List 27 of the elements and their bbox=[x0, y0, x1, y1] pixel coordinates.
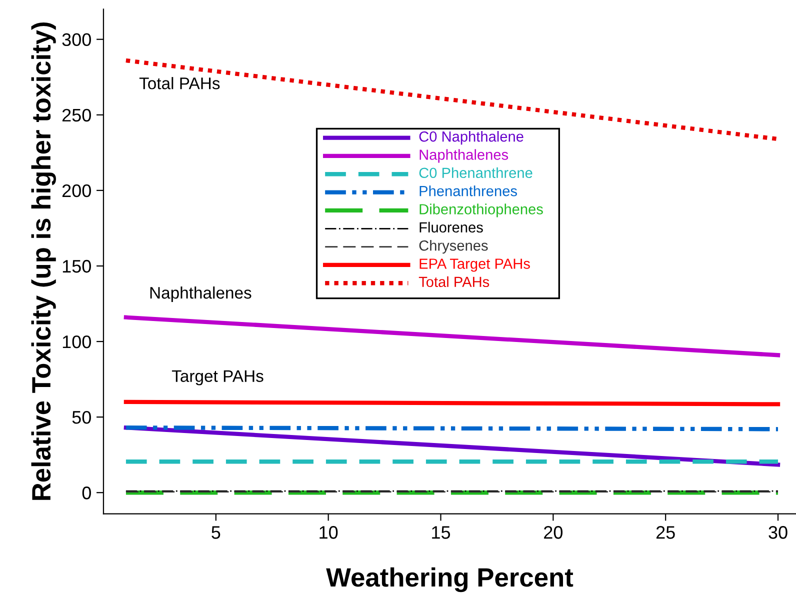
x-axis-title: Weathering Percent bbox=[326, 567, 574, 592]
y-tick-label: 250 bbox=[62, 108, 91, 122]
text: Dibenzothiophenes bbox=[420, 204, 543, 218]
x-tick-label: 10 bbox=[320, 526, 338, 539]
y-axis-title: Relative Toxicity (up is higher toxicity) bbox=[31, 22, 56, 500]
text: Total PAHs bbox=[418, 276, 490, 288]
y-tick-label: 300 bbox=[62, 33, 91, 46]
annotation: Total PAHs bbox=[139, 77, 220, 90]
annotation: Naphthalenes bbox=[150, 286, 252, 302]
x-tick-label: 5 bbox=[212, 526, 220, 539]
text: Fluorenes bbox=[420, 222, 483, 233]
y-tick-label: 0 bbox=[82, 486, 91, 500]
x-tick-label: 30 bbox=[768, 526, 788, 539]
x-tick-label: 25 bbox=[656, 526, 675, 539]
y-tick-label: 50 bbox=[72, 410, 91, 424]
text: Chrysenes bbox=[419, 240, 488, 254]
text: Naphthalenes bbox=[420, 149, 508, 163]
y-tick-label: 150 bbox=[62, 260, 91, 273]
y-tick-label: 100 bbox=[62, 335, 91, 348]
text: EPA Target PAHs bbox=[420, 258, 530, 272]
annotation: Target PAHs bbox=[172, 370, 264, 386]
y-tick-label: 200 bbox=[62, 184, 91, 198]
text: C0 Phenanthrene bbox=[419, 167, 532, 178]
text: C0 Naphthalene bbox=[419, 131, 524, 145]
x-tick-label: 15 bbox=[432, 526, 450, 539]
text: Phenanthrenes bbox=[420, 186, 517, 196]
x-tick-label: 20 bbox=[544, 526, 563, 539]
